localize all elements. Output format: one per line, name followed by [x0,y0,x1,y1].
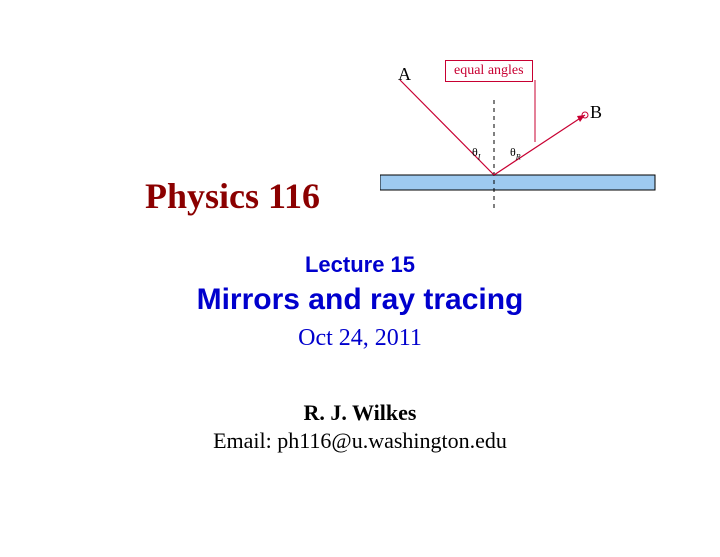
theta-i-sub: I [478,152,481,161]
equal-angles-caption: equal angles [445,60,533,82]
lecture-title: Mirrors and ray tracing [0,283,720,317]
reflection-diagram: A B equal angles θI θR [380,50,675,220]
diagram-label-b: B [590,102,602,123]
lecture-number: Lecture 15 [0,252,720,278]
theta-r-sub: R [516,152,521,161]
diagram-label-a: A [398,64,411,85]
course-title: Physics 116 [145,175,320,217]
author-email: Email: ph116@u.washington.edu [0,428,720,454]
lecture-date: Oct 24, 2011 [0,325,720,352]
theta-incident: θI [472,145,480,161]
theta-reflected: θR [510,145,521,161]
author-name: R. J. Wilkes [0,400,720,426]
